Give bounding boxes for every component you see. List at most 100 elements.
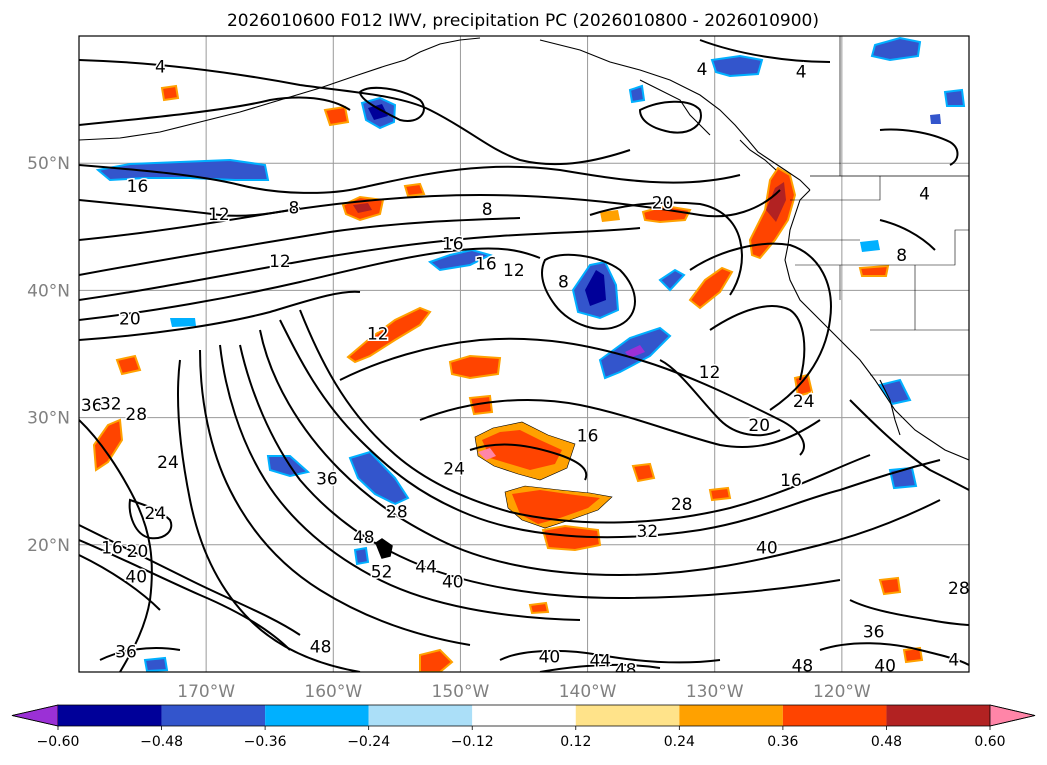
- contour-label: 16: [475, 255, 497, 275]
- precip-negative-shading: [95, 36, 966, 672]
- iwv-contour: [79, 164, 741, 194]
- shade-negative: [353, 546, 370, 566]
- shade-negative: [930, 114, 941, 124]
- iwv-contour: [259, 329, 941, 577]
- longitude-label: 170°W: [177, 682, 235, 702]
- shade-positive: [708, 486, 732, 502]
- contour-label: 4: [948, 650, 959, 670]
- iwv-contour: [99, 647, 181, 661]
- coastline-bc-islands: [739, 139, 777, 171]
- shade-positive: [403, 182, 426, 198]
- shade-negative: [368, 104, 388, 120]
- contour-label: 12: [699, 363, 721, 383]
- contour-label: 12: [367, 325, 389, 345]
- iwv-contour: [79, 539, 291, 651]
- contour-label: 8: [482, 200, 493, 220]
- shade-negative: [878, 378, 912, 406]
- shade-negative: [943, 88, 966, 107]
- colorbar-tick-label: −0.36: [244, 734, 287, 750]
- colorbar-tick-label: −0.48: [140, 734, 183, 750]
- shade-positive: [482, 430, 562, 470]
- contour-label: 28: [671, 495, 693, 515]
- colorbar: −0.60 −0.48 −0.36 −0.24 −0.12 0.12 0.24 0.36 0.4…: [11, 704, 1036, 750]
- shade-positive: [766, 182, 786, 222]
- shade-positive: [528, 601, 550, 615]
- contour-label: 16: [101, 538, 123, 558]
- colorbar-tick-label: −0.60: [37, 734, 80, 750]
- colorbar-segment: [472, 705, 576, 726]
- colorbar-segment: [575, 705, 680, 726]
- shade-positive: [600, 210, 620, 222]
- contour-label: 4: [155, 58, 166, 78]
- shade-positive: [115, 354, 142, 376]
- iwv-contour: [79, 227, 641, 301]
- iwv-contour: [79, 96, 351, 126]
- iwv-contour: [79, 524, 301, 636]
- longitude-label: 150°W: [432, 682, 490, 702]
- contour-label: 40: [125, 568, 147, 588]
- iwv-contour: [79, 217, 521, 276]
- shade-negative: [625, 345, 645, 358]
- colorbar-segment: [679, 705, 783, 726]
- longitude-label: 140°W: [559, 682, 617, 702]
- iwv-contour: [299, 309, 871, 524]
- shade-negative: [710, 54, 764, 78]
- contour-label: 12: [503, 261, 525, 281]
- shade-positive: [478, 448, 496, 460]
- map-frame: [78, 35, 970, 673]
- shade-positive: [468, 394, 494, 416]
- shade-positive: [419, 648, 454, 672]
- iwv-contour: [339, 337, 805, 456]
- coastline-us-west: [784, 189, 969, 461]
- contour-label: 20: [119, 309, 141, 329]
- iwv-contour: [499, 649, 721, 664]
- iwv-contour: [79, 59, 631, 166]
- contour-label: 4: [919, 185, 930, 205]
- figure-title: 2026010600 F012 IWV, precipitation PC (2…: [227, 11, 819, 31]
- shade-negative: [628, 84, 646, 104]
- contour-label: 16: [780, 471, 802, 491]
- iwv-contour: [689, 242, 832, 411]
- iwv-contour: [79, 189, 781, 241]
- latitude-label: 20°N: [27, 536, 70, 556]
- shade-positive: [448, 354, 502, 380]
- contour-label: 20: [127, 542, 149, 562]
- shade-positive: [631, 462, 656, 483]
- iwv-contour: [358, 86, 425, 122]
- contour-label: 36: [115, 643, 137, 663]
- contour-label: 28: [125, 405, 147, 425]
- colorbar-segment: [368, 705, 473, 726]
- iwv-contours: [79, 39, 969, 672]
- contour-label: 36: [863, 622, 885, 642]
- iwv-contour: [638, 100, 702, 134]
- shade-negative: [427, 248, 493, 272]
- shade-negative: [860, 240, 880, 252]
- contour-label: 20: [652, 194, 674, 214]
- shade-positive: [160, 84, 180, 102]
- latitude-label: 50°N: [27, 154, 70, 174]
- colorbar-segment: [886, 705, 990, 726]
- shade-positive: [878, 576, 902, 596]
- iwv-contour: [699, 39, 831, 63]
- contour-label: 4: [697, 60, 708, 80]
- iwv-contour: [589, 201, 743, 296]
- contour-label: 24: [793, 392, 815, 412]
- contour-label: 24: [144, 504, 166, 524]
- coastline-bc-islands: [639, 79, 711, 136]
- contour-label: 48: [353, 528, 375, 548]
- shade-positive: [353, 203, 372, 213]
- contour-label: 4: [796, 63, 807, 83]
- shade-negative: [266, 455, 311, 478]
- iwv-contour: [128, 498, 173, 540]
- border: [790, 176, 881, 201]
- shade-negative: [658, 268, 686, 292]
- iwv-contour: [879, 219, 936, 251]
- shade-positive: [323, 105, 350, 127]
- map-background: [79, 36, 969, 672]
- iwv-contour: [849, 399, 969, 491]
- contour-label: 16: [127, 177, 149, 197]
- colorbar-tick-label: 0.36: [767, 734, 798, 750]
- coastlines: [79, 36, 969, 559]
- contour-label: 24: [443, 459, 465, 479]
- colorbar-tick-label: 0.60: [974, 734, 1005, 750]
